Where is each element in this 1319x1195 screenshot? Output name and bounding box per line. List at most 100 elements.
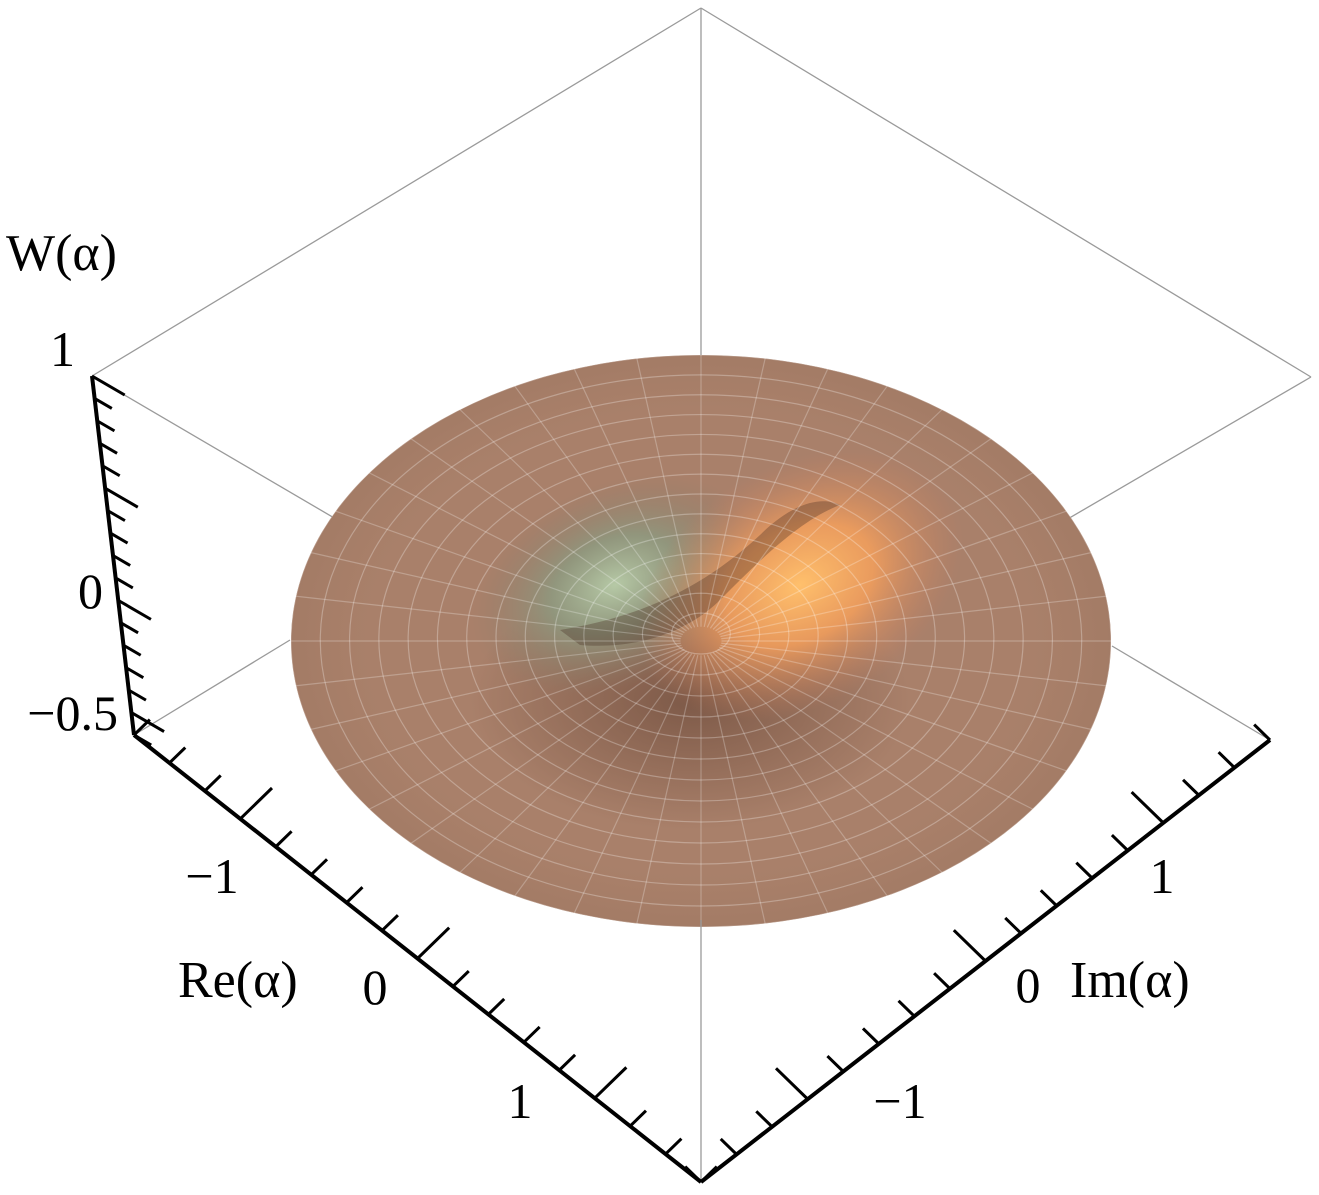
z-minor-tick: [120, 621, 139, 635]
mesh-spoke: [295, 595, 681, 640]
re-tick-label-neg1: −1: [185, 848, 238, 904]
mesh-spoke: [703, 358, 766, 628]
z-tick-label-0: 0: [78, 563, 103, 619]
mesh-spoke: [310, 552, 682, 638]
mesh-ring: [436, 453, 966, 823]
mesh-spoke: [459, 652, 690, 873]
mesh-spoke: [715, 438, 992, 632]
im-major-tick: [774, 1067, 809, 1101]
im-minor-tick: [897, 999, 916, 1018]
re-minor-tick: [699, 1165, 718, 1184]
re-minor-tick: [558, 1053, 577, 1072]
re-tick-label-1: 1: [508, 1073, 533, 1129]
im-minor-tick: [1004, 916, 1023, 935]
im-minor-tick: [755, 1110, 774, 1128]
z-major-tick: [104, 486, 139, 509]
re-minor-tick: [345, 886, 364, 904]
re-minor-tick: [203, 774, 222, 792]
mesh-spoke: [573, 368, 696, 628]
im-major-tick: [952, 929, 987, 963]
axis-labels: W(α) Re(α) Im(α): [6, 225, 1190, 1009]
mesh-spoke: [369, 472, 685, 634]
mesh-spoke: [721, 642, 1107, 687]
im-minor-tick: [1110, 834, 1129, 852]
mesh-ring: [553, 533, 849, 739]
im-tick-label-1: 1: [1150, 848, 1175, 904]
re-minor-tick: [168, 746, 187, 765]
mesh-spoke: [335, 646, 683, 772]
mesh-ring: [612, 572, 790, 697]
mesh-ring: [641, 592, 761, 676]
re-minor-tick: [132, 718, 151, 737]
im-minor-tick: [826, 1055, 845, 1073]
z-minor-tick: [106, 509, 126, 522]
mesh-spoke: [717, 472, 1033, 634]
axis-ticks: [91, 374, 1272, 1184]
mesh-ring: [524, 513, 878, 760]
mesh-spoke: [335, 510, 683, 636]
mesh-ring: [348, 394, 1054, 886]
mesh-spoke: [703, 654, 766, 924]
re-major-tick: [593, 1066, 628, 1100]
im-major-tick: [1130, 790, 1165, 824]
mesh-spoke: [514, 653, 693, 897]
z-major-tick: [91, 374, 126, 397]
mesh-spoke: [720, 552, 1092, 638]
wigner-surface: [291, 355, 1111, 927]
mesh-ring: [407, 433, 995, 844]
mesh-spoke: [369, 648, 685, 810]
peak-region: [637, 449, 963, 721]
re-minor-tick: [451, 969, 470, 988]
im-minor-tick: [1039, 889, 1058, 907]
mesh-spoke: [310, 644, 682, 730]
z-minor-tick: [133, 733, 152, 747]
im-minor-tick: [861, 1027, 880, 1045]
re-minor-tick: [629, 1109, 648, 1128]
mesh-spoke: [706, 654, 829, 914]
re-axis-label: Re(α): [178, 952, 298, 1009]
re-minor-tick: [310, 858, 329, 876]
z-minor-tick: [99, 442, 118, 455]
mesh-spoke: [709, 385, 888, 629]
im-axis-label: Im(α): [1070, 952, 1190, 1009]
mesh-spoke: [719, 510, 1067, 636]
z-major-tick: [117, 599, 152, 621]
tick-labels: 1 0 −0.5 −1 0 1 −1 0 1: [27, 321, 1174, 1129]
im-minor-tick: [1075, 861, 1094, 880]
mesh-ring: [319, 374, 1083, 907]
mesh-spoke: [636, 358, 699, 628]
z-minor-tick: [127, 688, 147, 702]
z-minor-tick: [112, 554, 131, 567]
mesh-spoke: [721, 595, 1107, 640]
surface-mesh: [291, 355, 1111, 927]
z-minor-tick: [122, 643, 142, 657]
mesh-spoke: [712, 409, 943, 630]
mesh-spoke: [717, 648, 1033, 810]
z-tick-label-neg05: −0.5: [27, 685, 118, 741]
z-minor-tick: [93, 397, 113, 410]
mesh-spoke: [715, 650, 992, 844]
fold-shadow: [560, 501, 840, 646]
mesh-spoke: [709, 653, 888, 897]
re-major-tick: [239, 786, 274, 820]
z-tick-label-1: 1: [50, 321, 75, 377]
z-minor-tick: [114, 576, 134, 590]
im-minor-tick: [684, 1165, 703, 1184]
re-major-tick: [416, 926, 451, 960]
mesh-spoke: [295, 642, 681, 687]
mesh-ring: [583, 552, 819, 718]
mesh-ring: [495, 493, 907, 781]
mesh-spoke: [573, 654, 696, 914]
mesh-spoke: [706, 368, 829, 628]
re-minor-tick: [522, 1025, 541, 1044]
mesh-ring: [466, 473, 936, 802]
z-minor-tick: [101, 464, 121, 478]
z-minor-tick: [96, 419, 116, 433]
mesh-spoke: [514, 385, 693, 629]
mesh-spoke: [410, 438, 687, 632]
im-minor-tick: [933, 972, 951, 990]
im-minor-tick: [1181, 778, 1200, 797]
im-tick-label-0: 0: [1016, 957, 1041, 1013]
axes: [90, 374, 1272, 1184]
